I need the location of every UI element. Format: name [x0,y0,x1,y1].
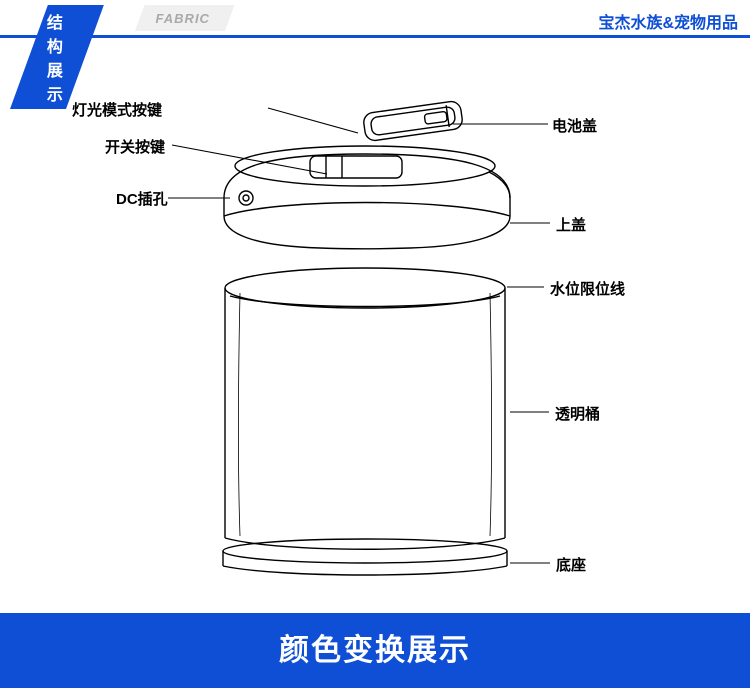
label-dc-jack: DC插孔 [116,188,168,209]
label-light-mode-button: 灯光模式按键 [72,99,162,120]
tab-secondary-label: FABRIC [156,11,210,26]
bottom-banner: 颜色变换展示 [0,613,750,688]
label-transparent-bucket: 透明桶 [555,403,600,424]
label-water-line: 水位限位线 [550,278,625,299]
brand-text: 宝杰水族&宠物用品 [598,9,738,33]
exploded-diagram-svg [0,38,750,610]
header-bar: 结构展示 FABRIC 宝杰水族&宠物用品 [0,0,750,38]
part-transparent-bucket [225,268,505,549]
label-top-cover: 上盖 [556,214,586,235]
bottom-banner-text: 颜色变换展示 [279,634,471,667]
diagram-area: 灯光模式按键 开关按键 DC插孔 电池盖 上盖 水位限位线 透明桶 底座 [0,38,750,610]
label-battery-cover: 电池盖 [552,115,597,136]
tab-secondary: FABRIC [135,5,235,31]
label-switch-button: 开关按键 [105,136,165,157]
label-base: 底座 [556,554,586,575]
part-top-cover [224,146,510,249]
part-battery-cover [363,100,464,141]
